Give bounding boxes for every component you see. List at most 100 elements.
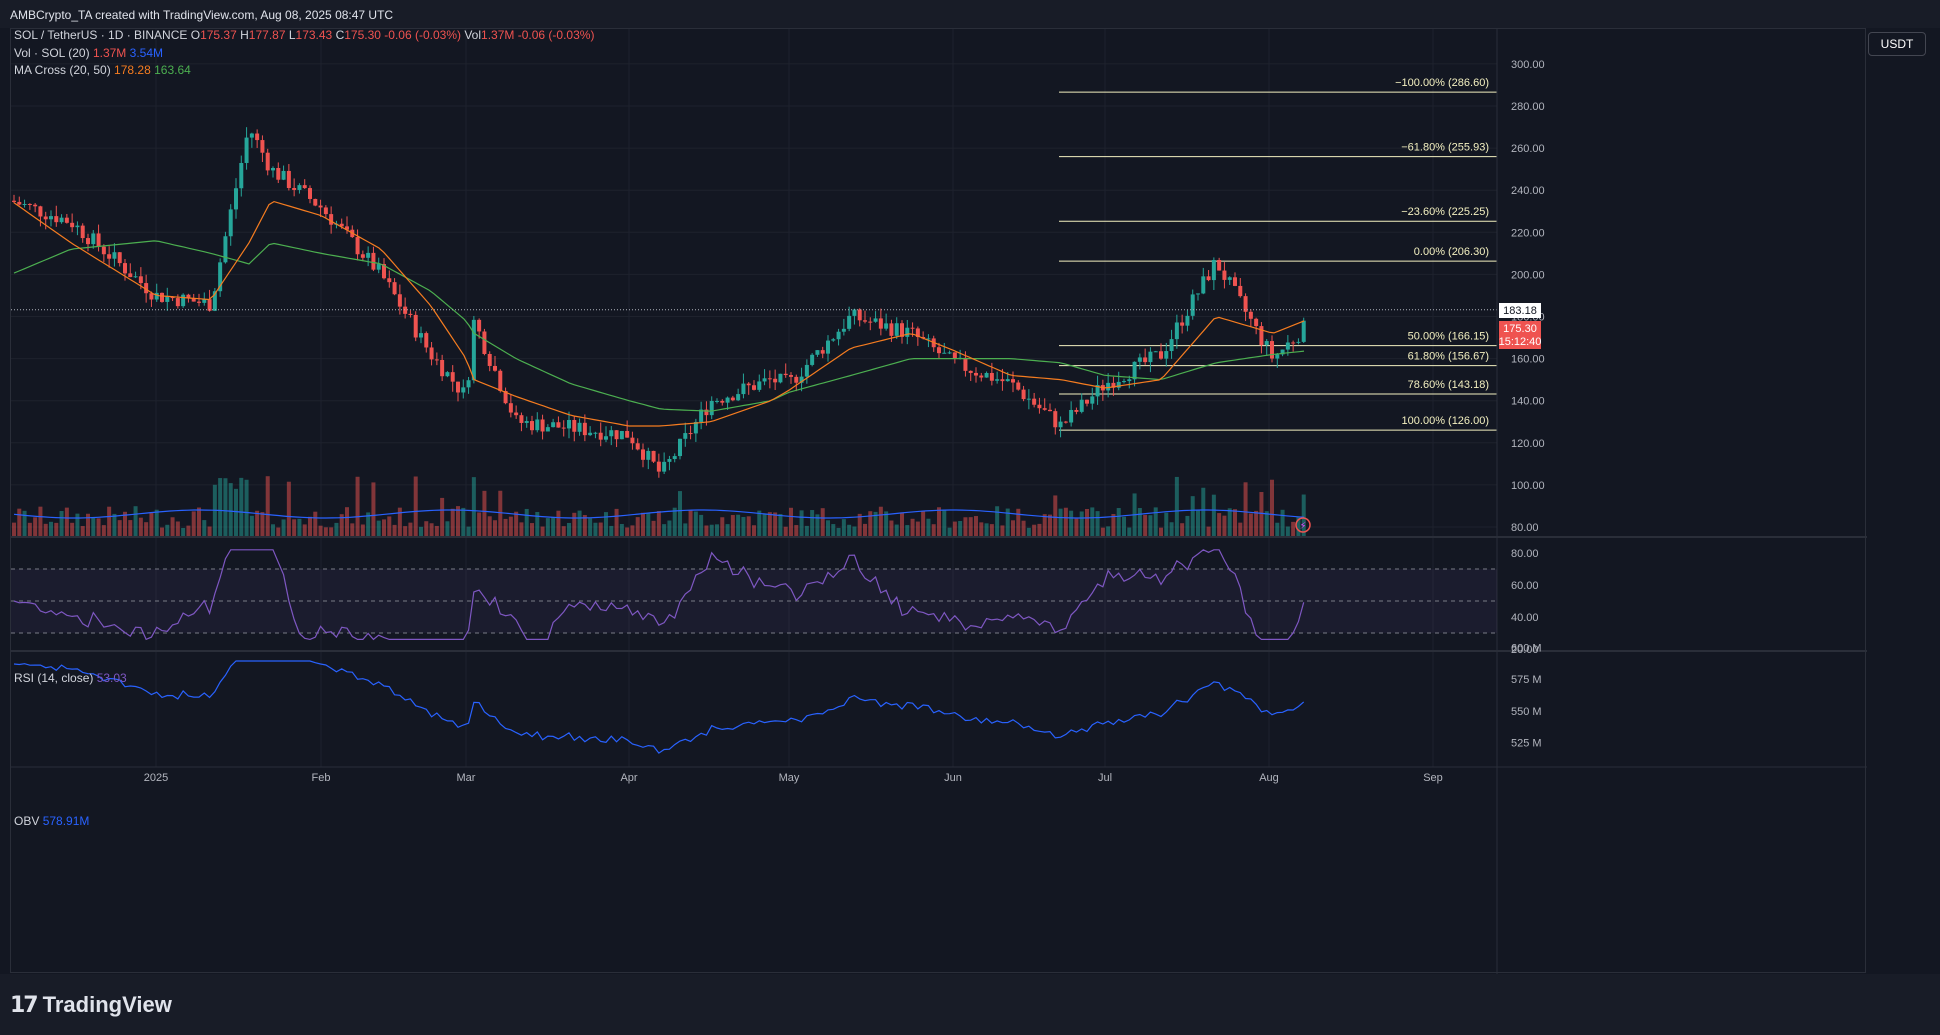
candle-body [17, 201, 22, 205]
candle-body [1243, 296, 1248, 312]
open-value: 175.37 [200, 28, 237, 42]
candle-body [138, 276, 143, 284]
symbol-legend[interactable]: SOL / TetherUS · 1D · BINANCE O175.37 H1… [14, 28, 594, 42]
candle-body [27, 203, 32, 205]
volume-bar [963, 517, 968, 536]
volume-bar [588, 518, 593, 536]
candle-body [218, 262, 223, 292]
candle-body [1095, 385, 1100, 397]
candle-body [952, 352, 957, 359]
fibonacci-retracement[interactable]: −100.00% (286.60) −61.80% (255.93) −23.60%… [1059, 77, 1497, 431]
volume-bar [762, 513, 767, 536]
volume-bar [757, 510, 762, 536]
volume-bar [1270, 479, 1274, 536]
time-axis[interactable]: 2025 Feb Mar Apr May Jun Jul Aug Sep [144, 772, 1443, 784]
candle-body [477, 319, 482, 332]
volume-bar [847, 524, 852, 536]
obv-label[interactable]: OBV [14, 814, 40, 828]
volume-bar [91, 517, 96, 536]
price-axis[interactable]: 300.00280.00260.00240.00220.00200.00180.… [1511, 59, 1545, 534]
candle-body [799, 376, 804, 383]
candle-body [1291, 342, 1296, 344]
candle-body [826, 340, 830, 354]
obv-legend[interactable]: OBV 578.91M [14, 814, 89, 828]
candle-body [1164, 351, 1169, 359]
volume-bar [86, 513, 90, 536]
volume-bar [75, 513, 80, 536]
rsi-legend[interactable]: RSI (14, close) 53.03 [14, 671, 127, 685]
candle-body [974, 372, 978, 376]
volume-bar [1127, 527, 1132, 536]
candle-body [450, 372, 455, 382]
volume-bar [434, 525, 439, 536]
candle-body [1016, 382, 1021, 390]
fib-level-label: 0.00% (206.30) [1414, 246, 1489, 258]
volume-bar [820, 508, 825, 536]
candle-body [366, 252, 371, 258]
volume-bar [1116, 508, 1121, 536]
candle-body [133, 276, 138, 278]
time-tick-label: Jun [944, 772, 962, 784]
rsi-label[interactable]: RSI (14, close) [14, 671, 94, 685]
volume-legend[interactable]: Vol · SOL (20) 1.37M 3.54M [14, 46, 163, 60]
volume-bar [841, 519, 846, 536]
volume-bar [910, 518, 915, 536]
volume-bar [567, 522, 571, 536]
rsi-band [11, 569, 1497, 633]
volume-bar [958, 521, 963, 536]
volume-bar [952, 521, 957, 536]
candle-body [1032, 398, 1037, 405]
volume-bar [107, 506, 112, 536]
volume-bar [561, 526, 566, 536]
candle-body [123, 263, 127, 274]
volume-indicator-ma: 3.54M [129, 46, 163, 60]
volume-bar [1011, 520, 1015, 536]
alert-icon[interactable] [1295, 517, 1311, 533]
volume-bar [392, 524, 397, 536]
candle-body [91, 233, 96, 245]
volume-bar [778, 513, 783, 536]
symbol-title[interactable]: SOL / TetherUS · 1D · BINANCE [14, 28, 188, 42]
last-price-text: 175.30 [1503, 323, 1537, 335]
candle-body [979, 375, 984, 378]
candle-body [249, 133, 254, 138]
ma-cross-label[interactable]: MA Cross (20, 50) [14, 63, 111, 77]
volume-bar [123, 511, 127, 536]
currency-button[interactable]: USDT [1868, 32, 1926, 56]
candle-body [783, 373, 788, 376]
volume-bar [286, 481, 291, 536]
candle-body [43, 216, 48, 220]
chart-panel[interactable]: −100.00% (286.60) −61.80% (255.93) −23.60%… [10, 28, 1867, 974]
ma-cross-legend[interactable]: MA Cross (20, 50) 178.28 163.64 [14, 63, 191, 77]
obv-tick-label: 550 M [1511, 706, 1542, 718]
candle-body [112, 252, 117, 259]
rsi-value: 53.03 [96, 671, 127, 685]
candle-body [915, 328, 920, 338]
candle-body [656, 461, 661, 472]
candle-body [995, 379, 1000, 381]
candle-body [900, 323, 904, 337]
candle-body [619, 431, 624, 440]
volume-bar [810, 510, 815, 536]
candle-body [49, 216, 53, 220]
crosshair-price-text: 183.18 [1503, 305, 1537, 317]
volume-bar [271, 524, 275, 536]
candle-body [1259, 326, 1264, 346]
candle-body [709, 400, 714, 416]
candle-body [281, 170, 286, 180]
volume-bar [49, 521, 53, 536]
volume-bar [678, 491, 682, 536]
candle-body [1026, 398, 1031, 400]
chart-svg[interactable]: −100.00% (286.60) −61.80% (255.93) −23.60%… [11, 29, 1867, 974]
volume-indicator-label[interactable]: Vol · SOL (20) [14, 46, 90, 60]
rsi-tick-label: 60.00 [1511, 580, 1539, 592]
candle-body [59, 217, 64, 223]
candle-body [1122, 381, 1126, 383]
candle-body [545, 427, 550, 432]
volume-bar [1063, 507, 1068, 536]
volume-bar [292, 519, 297, 536]
candle-body [1264, 341, 1269, 346]
candle-body [170, 296, 175, 299]
candle-body [567, 419, 571, 429]
tradingview-brand[interactable]: 𝟭𝟳 TradingView [10, 992, 172, 1018]
